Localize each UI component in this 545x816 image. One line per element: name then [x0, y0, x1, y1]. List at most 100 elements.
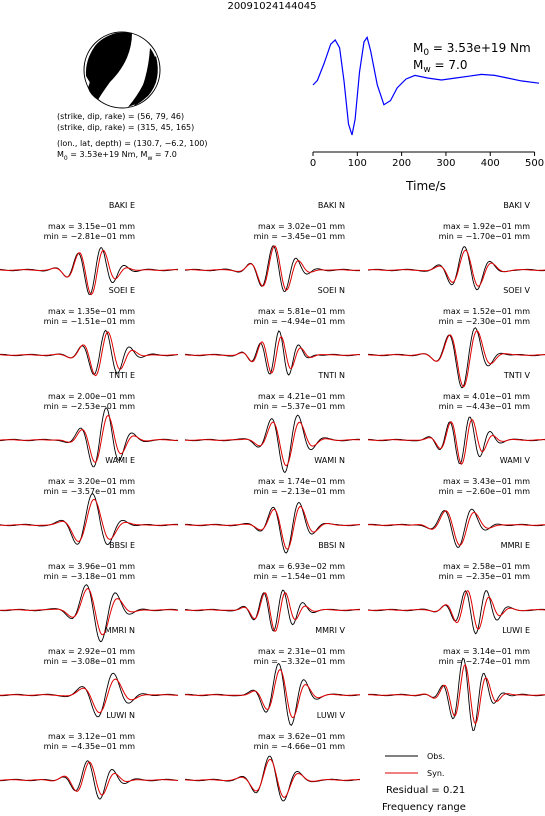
station-label: MMRI V: [315, 626, 345, 635]
station-label: WAMI N: [314, 456, 345, 465]
max-label: max = 2.92e−01 mm: [48, 647, 135, 656]
min-label: min = −4.35e−01 mm: [44, 742, 136, 751]
x-tick-label: 500: [525, 158, 544, 169]
residual: Residual = 0.21: [386, 785, 465, 796]
station-label: TNTI E: [108, 371, 135, 380]
x-tick-label: 400: [481, 158, 500, 169]
station-label: BAKI V: [503, 201, 530, 210]
min-label: min = −2.81e−01 mm: [44, 232, 136, 241]
subscript-text: Mw = 7.0: [413, 58, 468, 75]
synthetic-trace: [185, 668, 360, 719]
station-label: BBSI E: [109, 541, 135, 550]
station-label: MMRI E: [501, 541, 530, 550]
observed-trace: [0, 584, 179, 643]
text-part: M: [413, 41, 423, 55]
min-label: min = −1.51e−01 mm: [44, 317, 136, 326]
observed-trace: [184, 245, 360, 293]
synthetic-trace: [185, 758, 361, 798]
title: 20091024144045: [227, 1, 316, 12]
mechanism-text: (strike, dip, rake) = (56, 79, 46) (strik…: [57, 112, 208, 162]
max-label: max = 3.02e−01 mm: [258, 222, 345, 231]
station-label: SOEI N: [318, 286, 345, 295]
max-label: max = 3.96e−01 mm: [48, 562, 135, 571]
max-label: max = 3.62e−01 mm: [258, 732, 345, 741]
legend: Obs. Syn. Residual = 0.21 Frequency rang…: [382, 752, 466, 813]
max-label: max = 1.92e−01 mm: [443, 222, 530, 231]
x-tick-label: 100: [348, 158, 367, 169]
synthetic-trace: [367, 249, 545, 287]
max-label: max = 1.52e−01 mm: [443, 307, 530, 316]
synthetic-trace: [367, 663, 545, 725]
min-label: min = −1.70e−01 mm: [439, 232, 531, 241]
min-label: min = −2.60e−01 mm: [439, 487, 531, 496]
synthetic-trace: [0, 331, 178, 377]
min-label: min = −2.35e−01 mm: [439, 572, 531, 581]
synthetic-trace: [367, 589, 545, 630]
station-label: BAKI E: [109, 201, 135, 210]
synthetic-trace: [0, 414, 178, 464]
synthetic-trace: [0, 678, 179, 714]
min-label: min = −3.45e−01 mm: [254, 232, 346, 241]
max-label: max = 3.43e−01 mm: [443, 477, 530, 486]
max-label: max = 1.35e−01 mm: [48, 307, 135, 316]
text-part: = 3.53e+19 Nm, M: [68, 150, 148, 159]
observed-trace: [367, 246, 545, 291]
min-label: min = −1.54e−01 mm: [254, 572, 346, 581]
observed-trace: [0, 247, 178, 295]
station-label: MMRI N: [105, 626, 135, 635]
synthetic-trace: [367, 330, 545, 387]
station-label: LUWI N: [106, 711, 135, 720]
synthetic-trace: [0, 249, 178, 296]
x-tick-label: 200: [392, 158, 411, 169]
mechanism-line: (strike, dip, rake) = (315, 45, 165): [57, 123, 194, 132]
frequency-range: Frequency range: [382, 802, 466, 813]
synthetic-trace: [0, 498, 179, 542]
text-part: 0: [64, 155, 68, 162]
text-part: 0: [423, 48, 429, 58]
min-label: min = −3.57e−01 mm: [44, 487, 136, 496]
observed-trace: [185, 330, 361, 376]
min-label: min = −2.30e−01 mm: [439, 317, 531, 326]
station-label: SOEI E: [109, 286, 135, 295]
text-part: = 7.0: [431, 58, 468, 72]
station-label: WAMI V: [500, 456, 531, 465]
synthetic-trace: [367, 510, 545, 546]
min-label: min = −4.43e−01 mm: [439, 402, 531, 411]
stf-line: [312, 35, 540, 136]
min-label: min = −3.18e−01 mm: [44, 572, 136, 581]
beachball: [83, 31, 161, 109]
station-label: WAMI E: [105, 456, 135, 465]
x-axis-label: Time/s: [405, 179, 446, 193]
max-label: max = 2.00e−01 mm: [48, 392, 135, 401]
observed-trace: [0, 329, 179, 376]
synthetic-trace: [184, 421, 361, 467]
min-label: min = −5.37e−01 mm: [254, 402, 346, 411]
min-label: min = −2.74e−01 mm: [439, 657, 531, 666]
station-label: BAKI N: [318, 201, 345, 210]
text-part: = 7.0: [152, 150, 177, 159]
text-part: M: [57, 150, 64, 159]
text-part: w: [423, 65, 430, 75]
subscript-text: M0 = 3.53e+19 Nm, Mw = 7.0: [57, 150, 177, 162]
mechanism-line: (strike, dip, rake) = (56, 79, 46): [57, 112, 184, 121]
legend-syn: Syn.: [427, 769, 444, 778]
min-label: min = −3.32e−01 mm: [254, 657, 346, 666]
observed-trace: [0, 407, 179, 468]
synthetic-trace: [184, 335, 361, 374]
synthetic-trace: [0, 588, 179, 636]
max-label: max = 2.58e−01 mm: [443, 562, 530, 571]
max-label: max = 3.15e−01 mm: [48, 222, 135, 231]
max-label: max = 3.14e−01 mm: [443, 647, 530, 656]
station-label: LUWI V: [317, 711, 346, 720]
min-label: min = −4.94e−01 mm: [254, 317, 346, 326]
min-label: min = −3.08e−01 mm: [44, 657, 136, 666]
synthetic-trace: [184, 245, 361, 291]
text-part: M: [413, 58, 423, 72]
synthetic-trace: [368, 418, 545, 466]
synthetic-trace: [0, 761, 178, 796]
min-label: min = −2.13e−01 mm: [254, 487, 346, 496]
synthetic-trace: [184, 591, 361, 633]
max-label: max = 4.01e−01 mm: [443, 392, 530, 401]
